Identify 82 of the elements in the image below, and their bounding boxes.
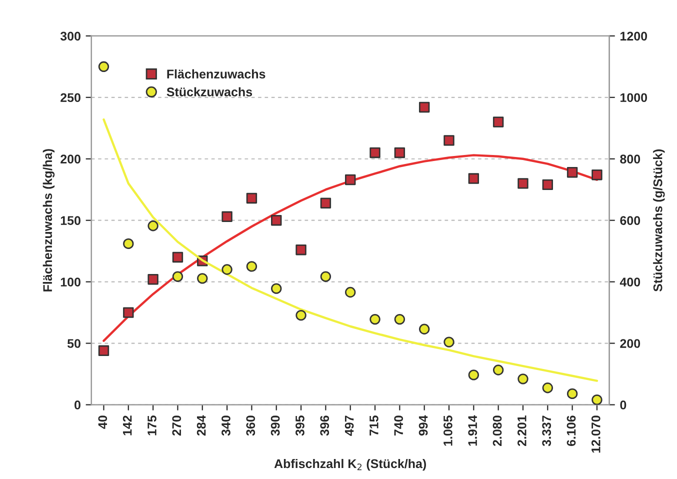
point — [222, 211, 232, 222]
y2-tick-label: 0 — [620, 400, 626, 410]
point — [394, 147, 406, 158]
point — [592, 170, 602, 180]
point — [592, 394, 602, 405]
x-tick-label: 360 — [246, 416, 256, 436]
point — [344, 174, 356, 186]
x-tick-label: 1.065 — [444, 416, 452, 446]
x-tick-label: 270 — [172, 416, 182, 436]
x-tick-label: 2.201 — [517, 416, 526, 446]
y2-tick-label: 1000 — [620, 93, 648, 102]
point — [418, 102, 430, 113]
point — [197, 273, 208, 284]
point — [148, 220, 158, 232]
y-axis-title: Flächenzuwachs (kg/ha) — [42, 149, 55, 292]
y-tick-label: 300 — [60, 32, 80, 41]
point — [148, 274, 158, 285]
legend-label: Stückzuwachs — [166, 87, 252, 96]
point — [172, 252, 184, 263]
x-tick-label: 6.106 — [566, 416, 576, 446]
x-tick-label: 12.070 — [591, 416, 600, 453]
y-tick-label: 250 — [60, 93, 80, 102]
point — [123, 238, 134, 250]
point — [566, 167, 578, 178]
point — [271, 214, 282, 226]
x-tick-label: 40 — [98, 416, 108, 429]
x-tick-label: 284 — [196, 415, 206, 436]
point — [172, 271, 184, 282]
point — [468, 370, 480, 380]
x-axis-title: Abfischzahl K$_{2}$ (Stück/ha) — [274, 458, 426, 471]
point — [123, 307, 134, 318]
y-tick-label: 200 — [60, 154, 80, 164]
x-tick-label: 396 — [320, 416, 330, 436]
point — [344, 286, 356, 298]
point — [518, 374, 528, 384]
point — [468, 173, 480, 184]
x-tick-label: 1.914 — [468, 415, 478, 446]
point — [370, 314, 380, 325]
x-tick-label: 715 — [370, 416, 378, 436]
y-tick-label: 100 — [60, 278, 80, 286]
y2-tick-label: 400 — [620, 278, 640, 286]
y2-axis-title: Stückzuwachs (g/Stück) — [653, 149, 665, 292]
x-tick-label: 994 — [418, 415, 428, 436]
point — [296, 310, 306, 321]
point — [296, 244, 306, 256]
x-tick-label: 395 — [296, 416, 304, 436]
point — [444, 336, 454, 348]
x-tick-label: 497 — [344, 416, 354, 436]
point — [492, 364, 504, 376]
point — [542, 179, 553, 190]
x-tick-label: 390 — [270, 416, 280, 436]
line-series — [102, 118, 598, 382]
point — [246, 192, 258, 204]
y2-tick-label: 600 — [620, 216, 640, 225]
point — [98, 61, 110, 72]
point — [418, 324, 430, 334]
point — [492, 116, 504, 128]
point — [271, 283, 282, 294]
y2-tick-label: 800 — [620, 154, 640, 164]
y2-tick-label: 1200 — [620, 32, 648, 41]
point — [518, 178, 528, 189]
x-tick-label: 3.337 — [542, 416, 552, 446]
x-tick-label: 142 — [122, 416, 132, 436]
x-tick-label: 175 — [148, 416, 156, 436]
point — [370, 147, 380, 158]
y-tick-label: 50 — [67, 339, 80, 348]
x-tick-label: 2.080 — [492, 416, 502, 446]
point — [394, 314, 406, 325]
point — [542, 382, 553, 394]
point — [320, 271, 332, 282]
legend-label: Flächenzuwachs — [167, 69, 266, 78]
point — [98, 345, 110, 356]
point — [566, 388, 578, 400]
x-tick-label: 740 — [394, 416, 404, 436]
y-tick-label: 0 — [74, 400, 80, 410]
y2-tick-label: 200 — [620, 339, 640, 348]
point — [320, 198, 332, 208]
x-tick-label: 340 — [222, 416, 230, 436]
point — [246, 261, 258, 272]
point — [444, 135, 454, 146]
point — [222, 264, 232, 275]
y-tick-label: 150 — [60, 216, 80, 225]
